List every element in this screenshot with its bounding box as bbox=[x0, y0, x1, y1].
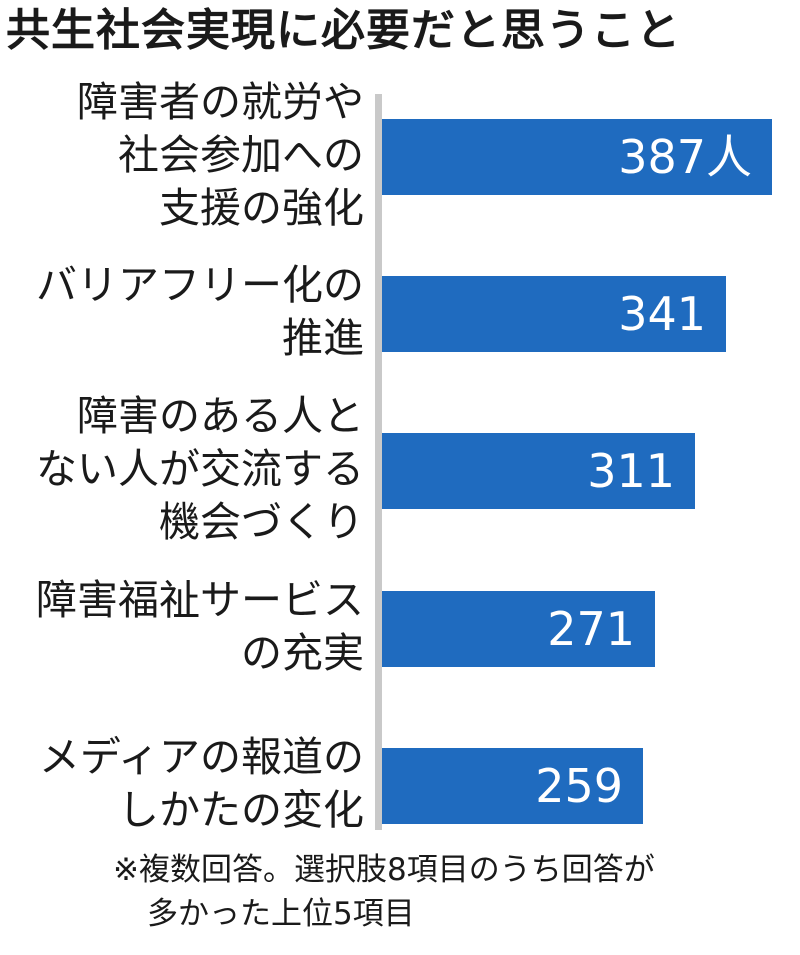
category-label: 障害者の就労や 社会参加への 支援の強化 bbox=[77, 76, 364, 235]
category-label-line: 障害のある人と bbox=[77, 391, 364, 440]
category-label-line: しかたの変化 bbox=[118, 786, 364, 834]
data-label: 311 bbox=[587, 444, 675, 498]
data-label: 259 bbox=[535, 759, 623, 813]
category-label-line: バリアフリー化の bbox=[36, 261, 364, 309]
chart-title: 共生社会実現に必要だと思うこと bbox=[6, 5, 681, 56]
footnote-line-2: 多かった上位5項目 bbox=[147, 896, 415, 932]
footnote-line-1: ※複数回答。選択肢8項目のうち回答が bbox=[113, 852, 655, 888]
bar bbox=[382, 276, 726, 352]
category-label-line: 推進 bbox=[282, 314, 364, 362]
category-label-line: 社会参加への bbox=[118, 130, 364, 179]
data-label: 341 bbox=[618, 287, 706, 341]
category-label-line: 支援の強化 bbox=[159, 183, 364, 232]
category-label-line: ない人が交流する bbox=[36, 444, 364, 493]
chart-footnote: ※複数回答。選択肢8項目のうち回答が 多かった上位5項目 bbox=[113, 848, 793, 936]
data-label: 387人 bbox=[618, 130, 752, 184]
data-label: 271 bbox=[547, 602, 635, 656]
category-label: 障害のある人と ない人が交流する 機会づくり bbox=[36, 390, 364, 549]
bar bbox=[382, 591, 655, 667]
category-label-line: 障害者の就労や bbox=[77, 77, 364, 126]
bar bbox=[382, 119, 772, 195]
category-label: 障害福祉サービスの充実 bbox=[36, 574, 364, 680]
category-label: バリアフリー化の推進 bbox=[36, 259, 364, 365]
category-label-line: の充実 bbox=[241, 629, 364, 677]
category-label-line: 障害福祉サービス bbox=[36, 576, 364, 624]
category-axis-line bbox=[375, 94, 382, 830]
bar bbox=[382, 433, 695, 509]
bar bbox=[382, 748, 643, 824]
category-label: メディアの報道のしかたの変化 bbox=[39, 731, 364, 837]
category-label-line: メディアの報道の bbox=[38, 733, 364, 781]
category-label-line: 機会づくり bbox=[159, 497, 364, 546]
